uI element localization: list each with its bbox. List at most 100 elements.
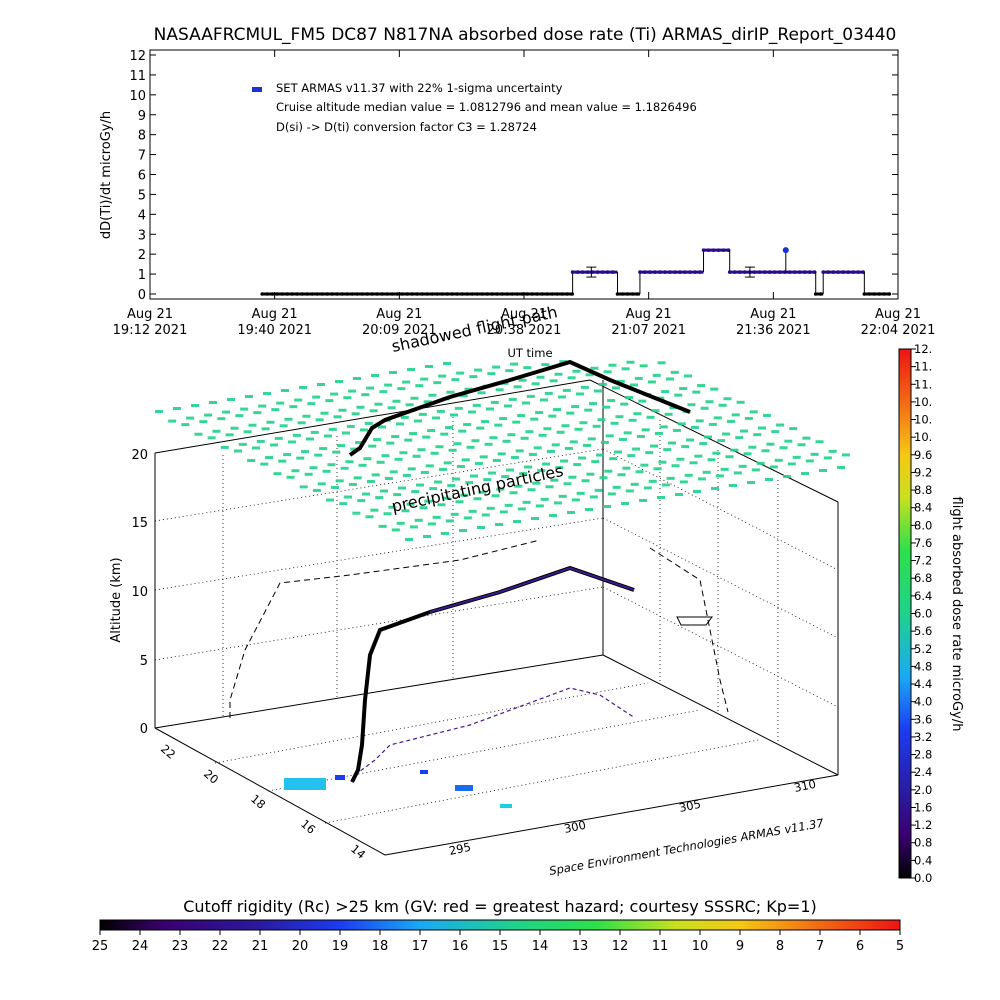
particle-marker — [544, 391, 553, 395]
data-point — [275, 292, 280, 296]
top-y-tick-label: 7 — [138, 149, 146, 164]
particle-marker — [675, 493, 683, 496]
particle-marker — [513, 520, 521, 523]
particle-marker — [561, 424, 570, 428]
data-point — [510, 292, 514, 296]
particle-marker — [572, 369, 581, 373]
particle-marker — [483, 478, 492, 482]
particle-marker — [420, 377, 429, 381]
particle-marker — [713, 416, 722, 420]
particle-marker — [378, 524, 387, 528]
particle-marker — [405, 403, 414, 407]
particle-marker — [492, 365, 501, 369]
dose-colorbar-tick-label: 11. — [914, 377, 932, 391]
particle-marker — [278, 459, 287, 463]
particle-marker — [424, 499, 433, 503]
data-point — [693, 270, 697, 274]
particle-marker — [693, 490, 701, 493]
rigidity-colorbar-tick-label: 24 — [132, 939, 149, 954]
particle-marker — [389, 470, 398, 474]
particle-marker — [618, 437, 627, 441]
particle-marker — [517, 507, 526, 511]
particle-marker — [841, 453, 850, 457]
particle-marker — [442, 496, 451, 500]
particle-marker — [305, 437, 314, 441]
lon-tick-300: 300 — [563, 818, 587, 836]
dose-colorbar-tick-label: 3.6 — [914, 712, 932, 726]
particle-marker — [684, 473, 693, 477]
particle-marker — [549, 514, 557, 517]
data-point — [831, 270, 835, 274]
data-point — [530, 292, 534, 296]
rigidity-colorbar-tick-label: 21 — [252, 939, 269, 954]
lon-tick-295: 295 — [448, 840, 472, 858]
data-point — [772, 270, 777, 274]
dose-colorbar-ticks: 0.0 0.4 0.8 1.2 1.6 2.0 2.4 2.8 3.2 3.6 4.0 4.4 4.8 5… — [911, 342, 932, 885]
particle-marker — [590, 366, 599, 370]
particle-marker — [302, 414, 311, 418]
particle-marker — [485, 407, 494, 411]
particle-marker — [328, 427, 337, 431]
particle-marker — [386, 441, 395, 445]
particle-marker — [325, 399, 334, 403]
altitude-axis-label: Altitude (km) — [109, 557, 124, 642]
particle-marker — [266, 420, 275, 424]
data-point — [867, 292, 872, 296]
data-point — [305, 292, 310, 296]
particle-marker — [371, 473, 380, 477]
particle-marker — [460, 493, 469, 497]
precipitating-particles-field — [155, 360, 850, 541]
particle-marker — [668, 441, 677, 445]
particle-marker — [307, 402, 316, 406]
particle-marker — [653, 467, 662, 471]
particle-marker — [556, 430, 565, 434]
particle-marker — [512, 420, 521, 424]
particle-marker — [365, 515, 374, 519]
particle-marker — [679, 480, 688, 484]
particle-marker — [335, 380, 343, 383]
data-point — [265, 292, 270, 296]
dose-colorbar-tick-label: 5.2 — [914, 642, 932, 656]
data-point — [585, 270, 590, 274]
top-x-axis-label: UT time — [507, 346, 552, 360]
data-point — [285, 292, 290, 296]
particle-marker — [762, 413, 771, 417]
data-point — [445, 292, 450, 296]
particle-marker — [393, 493, 402, 497]
particle-marker — [477, 391, 486, 395]
data-point — [826, 270, 830, 274]
particle-marker — [766, 442, 775, 446]
data-point — [350, 292, 355, 296]
particle-marker — [441, 532, 449, 535]
data-point — [792, 270, 797, 274]
particle-marker — [388, 505, 397, 509]
particle-marker — [416, 483, 425, 487]
particle-marker — [315, 418, 324, 422]
rigidity-colorbar: Cutoff rigidity (Rc) >25 km (GV: red = g… — [92, 897, 904, 954]
particle-marker — [317, 482, 326, 486]
particle-marker — [528, 452, 537, 456]
particle-marker — [531, 517, 539, 520]
rigidity-colorbar-tick-label: 10 — [692, 939, 709, 954]
rigidity-colorbar-tick-label: 6 — [856, 939, 864, 954]
particle-marker — [792, 455, 801, 459]
particle-marker — [593, 389, 602, 393]
particle-marker — [263, 392, 271, 395]
data-point — [470, 292, 475, 296]
particle-marker — [330, 392, 339, 396]
dose-colorbar-tick-label: 2.0 — [914, 783, 932, 797]
particle-marker — [718, 403, 727, 407]
dose-colorbar-tick-label: 7.6 — [914, 536, 932, 550]
particle-marker — [553, 408, 562, 412]
particle-marker — [273, 472, 282, 476]
legend-median-mean: Cruise altitude median value = 1.0812796… — [276, 100, 697, 114]
data-point — [813, 292, 818, 296]
particle-marker — [294, 398, 303, 402]
particle-marker — [352, 511, 361, 515]
particle-marker — [580, 385, 589, 389]
particle-marker — [571, 405, 580, 409]
top-x-tick-label-line1: Aug 21 — [875, 307, 921, 322]
particle-marker — [271, 408, 280, 412]
